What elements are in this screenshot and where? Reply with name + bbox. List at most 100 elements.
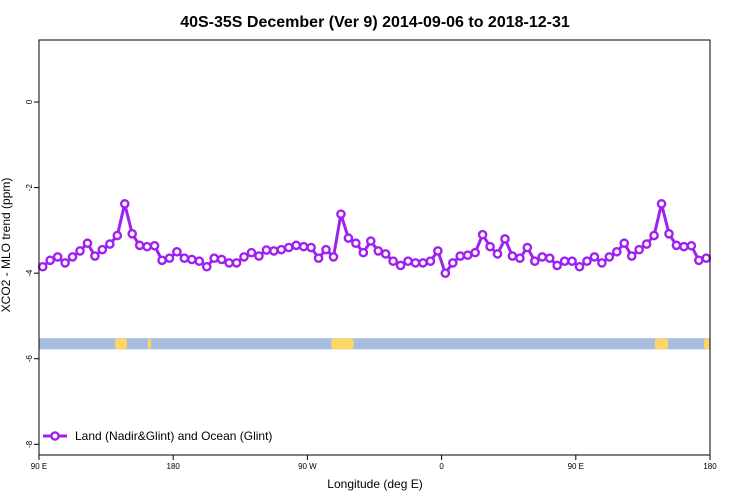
land-segment bbox=[331, 338, 354, 350]
data-point bbox=[500, 234, 510, 244]
data-point bbox=[470, 247, 480, 258]
data-point bbox=[321, 244, 331, 255]
data-point bbox=[127, 229, 137, 239]
y-tick-label: -4 bbox=[25, 269, 34, 277]
data-point bbox=[164, 253, 175, 263]
legend-label: Land (Nadir&Glint) and Ocean (Glint) bbox=[75, 429, 272, 443]
data-point bbox=[492, 249, 503, 259]
data-point bbox=[537, 252, 548, 262]
data-point bbox=[149, 240, 160, 251]
x-tick-label: 90 E bbox=[31, 462, 47, 471]
data-point bbox=[224, 258, 234, 268]
chart-title: 40S-35S December (Ver 9) 2014-09-06 to 2… bbox=[180, 14, 570, 31]
data-point bbox=[90, 251, 100, 261]
data-point bbox=[239, 252, 249, 262]
data-point bbox=[134, 240, 145, 251]
data-point bbox=[604, 252, 615, 262]
data-point bbox=[216, 254, 227, 265]
data-point bbox=[269, 246, 279, 256]
x-tick-label: 180 bbox=[167, 462, 181, 471]
legend-marker bbox=[50, 431, 60, 441]
data-point bbox=[97, 244, 108, 255]
data-point bbox=[358, 247, 369, 258]
data-point bbox=[105, 239, 115, 249]
plot-frame bbox=[38, 39, 711, 456]
data-point bbox=[544, 253, 555, 263]
data-point bbox=[597, 258, 607, 268]
data-point bbox=[157, 255, 167, 266]
data-point bbox=[433, 246, 443, 256]
data-point bbox=[82, 238, 93, 249]
data-point bbox=[515, 253, 525, 263]
data-point bbox=[671, 240, 682, 251]
data-point bbox=[664, 229, 674, 239]
data-point bbox=[328, 252, 339, 262]
x-tick-label: 180 bbox=[703, 462, 717, 471]
data-point bbox=[313, 253, 324, 263]
land-segment bbox=[704, 338, 710, 350]
data-point bbox=[559, 256, 570, 266]
data-point bbox=[626, 251, 637, 261]
axis-layer: 90 E 180 90 W 0 90 E 180 0 -2 -4 -6 -8 bbox=[25, 99, 717, 471]
data-point bbox=[194, 256, 205, 266]
y-tick-label: -2 bbox=[25, 184, 34, 192]
y-tick-label: -6 bbox=[25, 355, 34, 363]
data-point bbox=[388, 256, 398, 266]
data-point bbox=[679, 241, 689, 252]
data-point bbox=[336, 209, 346, 219]
data-point bbox=[641, 239, 652, 249]
data-point bbox=[440, 268, 451, 278]
data-point bbox=[447, 258, 458, 268]
data-point bbox=[261, 245, 272, 255]
land-ocean-band bbox=[39, 338, 710, 350]
data-point bbox=[619, 238, 630, 249]
data-point bbox=[142, 241, 152, 252]
data-point bbox=[201, 261, 212, 272]
data-point bbox=[552, 260, 562, 271]
data-point bbox=[425, 256, 436, 266]
x-tick-label: 0 bbox=[439, 462, 444, 471]
data-point bbox=[112, 230, 123, 241]
x-axis-label: Longitude (deg E) bbox=[327, 477, 422, 491]
y-tick-label: -8 bbox=[25, 440, 34, 448]
data-point bbox=[52, 252, 63, 262]
x-tick-label: 90 E bbox=[568, 462, 584, 471]
data-point bbox=[395, 260, 406, 271]
data-point bbox=[574, 261, 585, 272]
data-point bbox=[403, 256, 413, 266]
data-point bbox=[45, 255, 55, 266]
x-tick-label: 90 W bbox=[298, 462, 317, 471]
data-point bbox=[75, 246, 85, 256]
data-point bbox=[351, 238, 361, 249]
data-point bbox=[701, 253, 712, 263]
data-point bbox=[582, 256, 592, 266]
data-point bbox=[686, 240, 697, 251]
y-axis-label: XCO2 - MLO trend (ppm) bbox=[0, 178, 13, 313]
series-layer bbox=[37, 199, 712, 278]
data-point bbox=[634, 244, 644, 255]
data-point bbox=[365, 236, 376, 246]
legend: Land (Nadir&Glint) and Ocean (Glint) bbox=[43, 429, 272, 443]
data-point bbox=[172, 246, 182, 257]
data-point bbox=[529, 256, 540, 266]
data-point bbox=[187, 254, 197, 265]
data-point bbox=[291, 240, 302, 251]
data-point bbox=[410, 258, 421, 268]
y-tick-label: 0 bbox=[25, 99, 34, 104]
data-point bbox=[507, 251, 518, 261]
data-point bbox=[612, 246, 622, 257]
data-point bbox=[119, 199, 130, 209]
data-point bbox=[462, 250, 473, 261]
data-point bbox=[694, 255, 704, 266]
data-point bbox=[60, 258, 70, 268]
data-point bbox=[231, 258, 242, 268]
data-point bbox=[37, 261, 48, 272]
data-point bbox=[246, 247, 257, 258]
data-point bbox=[649, 230, 659, 241]
data-point bbox=[276, 244, 287, 255]
data-point bbox=[567, 256, 577, 266]
land-segment bbox=[147, 338, 151, 350]
land-segment bbox=[115, 338, 127, 350]
ocean-band bbox=[39, 338, 710, 350]
